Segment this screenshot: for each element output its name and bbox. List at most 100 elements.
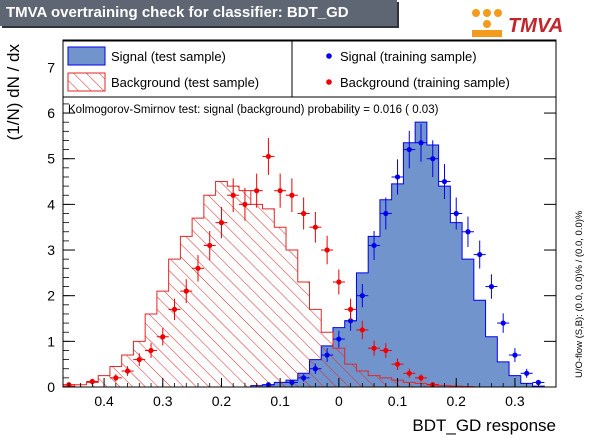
y-tick-label: 0: [47, 379, 55, 395]
background-training-point: [403, 368, 416, 378]
logo-text: TMVA: [508, 15, 563, 37]
background-training-marker: [136, 357, 142, 363]
signal-training-marker: [418, 140, 424, 146]
background-training-marker: [301, 210, 307, 217]
background-training-marker: [359, 327, 365, 333]
background-training-point: [156, 328, 169, 346]
signal-training-marker: [406, 146, 412, 153]
signal-training-marker: [394, 174, 401, 180]
signal-training-marker: [441, 178, 448, 185]
tmva-logo: TMVA: [472, 9, 563, 37]
signal-training-point: [332, 330, 345, 348]
background-training-marker: [195, 265, 201, 271]
background-training-point: [227, 178, 240, 213]
ks-test-annotation: Kolmogorov-Smirnov test: signal (backgro…: [68, 104, 439, 116]
signal-training-point: [356, 284, 369, 308]
signal-training-marker: [359, 293, 365, 299]
signal-training-point: [297, 374, 310, 382]
signal-training-marker: [430, 156, 436, 162]
chart-title-box: TMVA overtraining check for classifier: …: [0, 0, 397, 26]
signal-training-marker: [535, 379, 541, 386]
y-tick-label: 7: [47, 59, 55, 75]
background-training-marker: [394, 361, 401, 367]
signal-training-point: [532, 379, 545, 386]
x-tick-label: 0.2: [446, 393, 466, 409]
background-training-point: [368, 340, 381, 356]
background-training-point: [379, 343, 392, 358]
signal-training-marker: [301, 375, 307, 381]
background-training-point: [191, 255, 204, 282]
signal-training-point: [450, 197, 463, 230]
background-training-point: [168, 298, 181, 321]
signal-training-marker: [347, 318, 354, 324]
signal-training-point: [379, 197, 392, 230]
signal-training-point: [438, 164, 451, 199]
signal-training-point: [403, 130, 416, 169]
signal-training-marker: [336, 336, 342, 342]
legend-swatch-background-test: [67, 72, 106, 92]
x-axis-label: BDT_GD response: [412, 416, 556, 435]
background-training-marker: [160, 334, 166, 340]
background-training-point: [274, 173, 287, 208]
logo-dots-icon: [472, 9, 502, 37]
signal-training-marker: [500, 320, 506, 326]
background-training-marker: [324, 247, 330, 253]
background-training-marker: [124, 368, 131, 374]
background-training-point: [109, 374, 122, 382]
background-training-point: [121, 366, 134, 376]
signal-training-point: [391, 159, 404, 195]
background-training-point: [391, 358, 404, 370]
x-tick-label: 0.1: [270, 393, 290, 409]
signal-test-histogram: [63, 121, 556, 387]
background-training-marker: [277, 188, 283, 194]
legend-box-right: [291, 40, 557, 98]
y-tick-label: 4: [47, 196, 55, 212]
background-training-point: [356, 320, 369, 340]
signal-training-marker: [312, 366, 318, 372]
legend-marker-signal-training: [326, 53, 332, 59]
signal-training-point: [508, 348, 521, 362]
background-training-point: [321, 235, 334, 265]
background-test-histogram: [63, 181, 556, 387]
background-training-marker: [230, 192, 236, 198]
background-training-marker: [347, 306, 354, 312]
x-tick-label: 0.3: [505, 393, 525, 409]
chart-title: TMVA overtraining check for classifier: …: [6, 4, 349, 21]
legend-swatch-signal-test: [67, 46, 106, 66]
background-training-marker: [312, 224, 318, 230]
background-training-point: [285, 178, 298, 213]
x-tick-label: 0.3: [153, 393, 173, 409]
background-training-point: [238, 187, 251, 221]
background-training-point: [262, 137, 275, 175]
signal-training-point: [309, 363, 322, 374]
signal-training-marker: [512, 352, 518, 358]
signal-training-point: [497, 313, 510, 333]
background-training-marker: [89, 378, 95, 385]
signal-training-marker: [371, 242, 377, 249]
overflow-note-text: U/O-flow (S,B): (0.0, 0.0)% / (0.0, 0.0)…: [574, 210, 585, 378]
background-training-marker: [254, 188, 260, 194]
signal-training-marker: [488, 283, 495, 290]
signal-training-marker: [383, 210, 389, 217]
x-tick-label: 0.2: [212, 393, 232, 409]
y-tick-label: 3: [47, 242, 55, 258]
x-tick-label: 0: [335, 393, 343, 409]
background-training-point: [415, 374, 428, 382]
background-training-point: [309, 211, 322, 243]
background-training-marker: [265, 153, 272, 160]
y-tick-label: 5: [47, 151, 55, 167]
y-tick-label: 6: [47, 105, 55, 121]
signal-training-point: [461, 216, 474, 247]
x-tick-label: 0.1: [388, 393, 408, 409]
legend-label-background-training: Background (training sample): [340, 75, 510, 90]
background-training-marker: [289, 192, 295, 198]
legend-label-background-test: Background (test sample): [111, 75, 259, 90]
background-training-point: [344, 298, 357, 321]
background-training-marker: [207, 242, 213, 249]
signal-training-point: [321, 348, 334, 362]
y-axis-label: (1/N) dN / dx: [4, 44, 23, 141]
background-training-point: [297, 197, 310, 230]
signal-training-point: [368, 230, 381, 260]
legend-marker-background-training: [326, 79, 332, 85]
signal-training-marker: [465, 229, 471, 235]
